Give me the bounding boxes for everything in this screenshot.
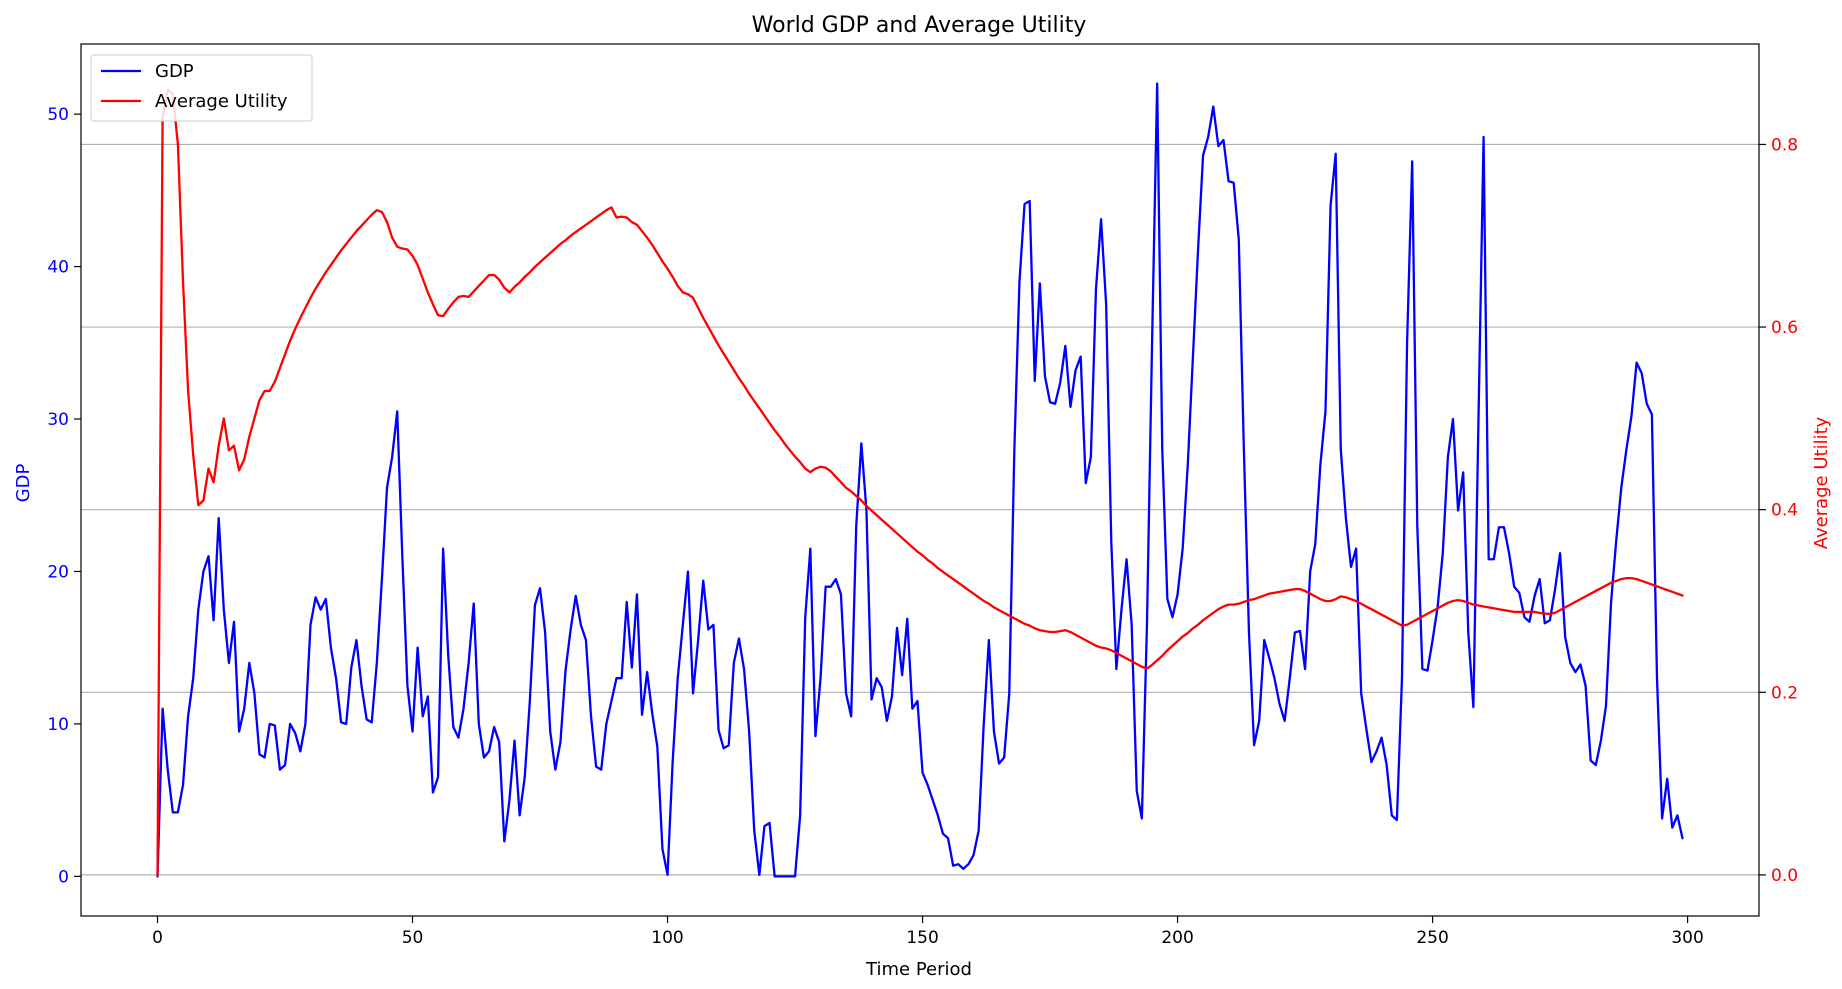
x-tick-label: 100 [651, 928, 683, 948]
y-right-tick-label: 0.8 [1771, 135, 1798, 155]
y-left-tick-label: 50 [47, 105, 69, 125]
x-axis-label: Time Period [865, 959, 972, 980]
y-left-tick-label: 20 [47, 562, 69, 582]
y-left-tick-label: 30 [47, 410, 69, 430]
plot-frame [80, 43, 1760, 917]
x-tick-label: 150 [906, 928, 938, 948]
gdp-series-line [156, 82, 1684, 878]
y-axis-label-left: GDP [13, 464, 34, 503]
y-right-tick-label: 0.4 [1771, 501, 1798, 521]
x-tick-label: 300 [1671, 928, 1703, 948]
legend-label-utility: Average Utility [155, 91, 288, 112]
x-tick-label: 200 [1161, 928, 1193, 948]
y-left-tick-label: 10 [47, 715, 69, 735]
axis-layer: 0 50 100 150 200 250 300 0 10 20 30 40 50 0.0 0.2 0.4 0.… [47, 105, 1798, 948]
legend: GDP Average Utility [90, 54, 313, 122]
y-right-tick-label: 0.0 [1771, 866, 1798, 886]
x-tick-label: 50 [402, 928, 424, 948]
y-right-tick-label: 0.2 [1771, 683, 1798, 703]
x-tick-label: 250 [1416, 928, 1448, 948]
x-tick-label: 0 [152, 928, 163, 948]
y-axis-label-right: Average Utility [1811, 416, 1832, 549]
legend-label-gdp: GDP [155, 61, 194, 82]
utility-series-line [156, 88, 1684, 877]
chart-title: World GDP and Average Utility [752, 13, 1087, 38]
y-left-tick-label: 0 [58, 867, 69, 887]
series-layer [156, 82, 1684, 878]
legend-box [90, 54, 313, 122]
y-left-tick-label: 40 [47, 258, 69, 278]
y-right-tick-label: 0.6 [1771, 318, 1798, 338]
